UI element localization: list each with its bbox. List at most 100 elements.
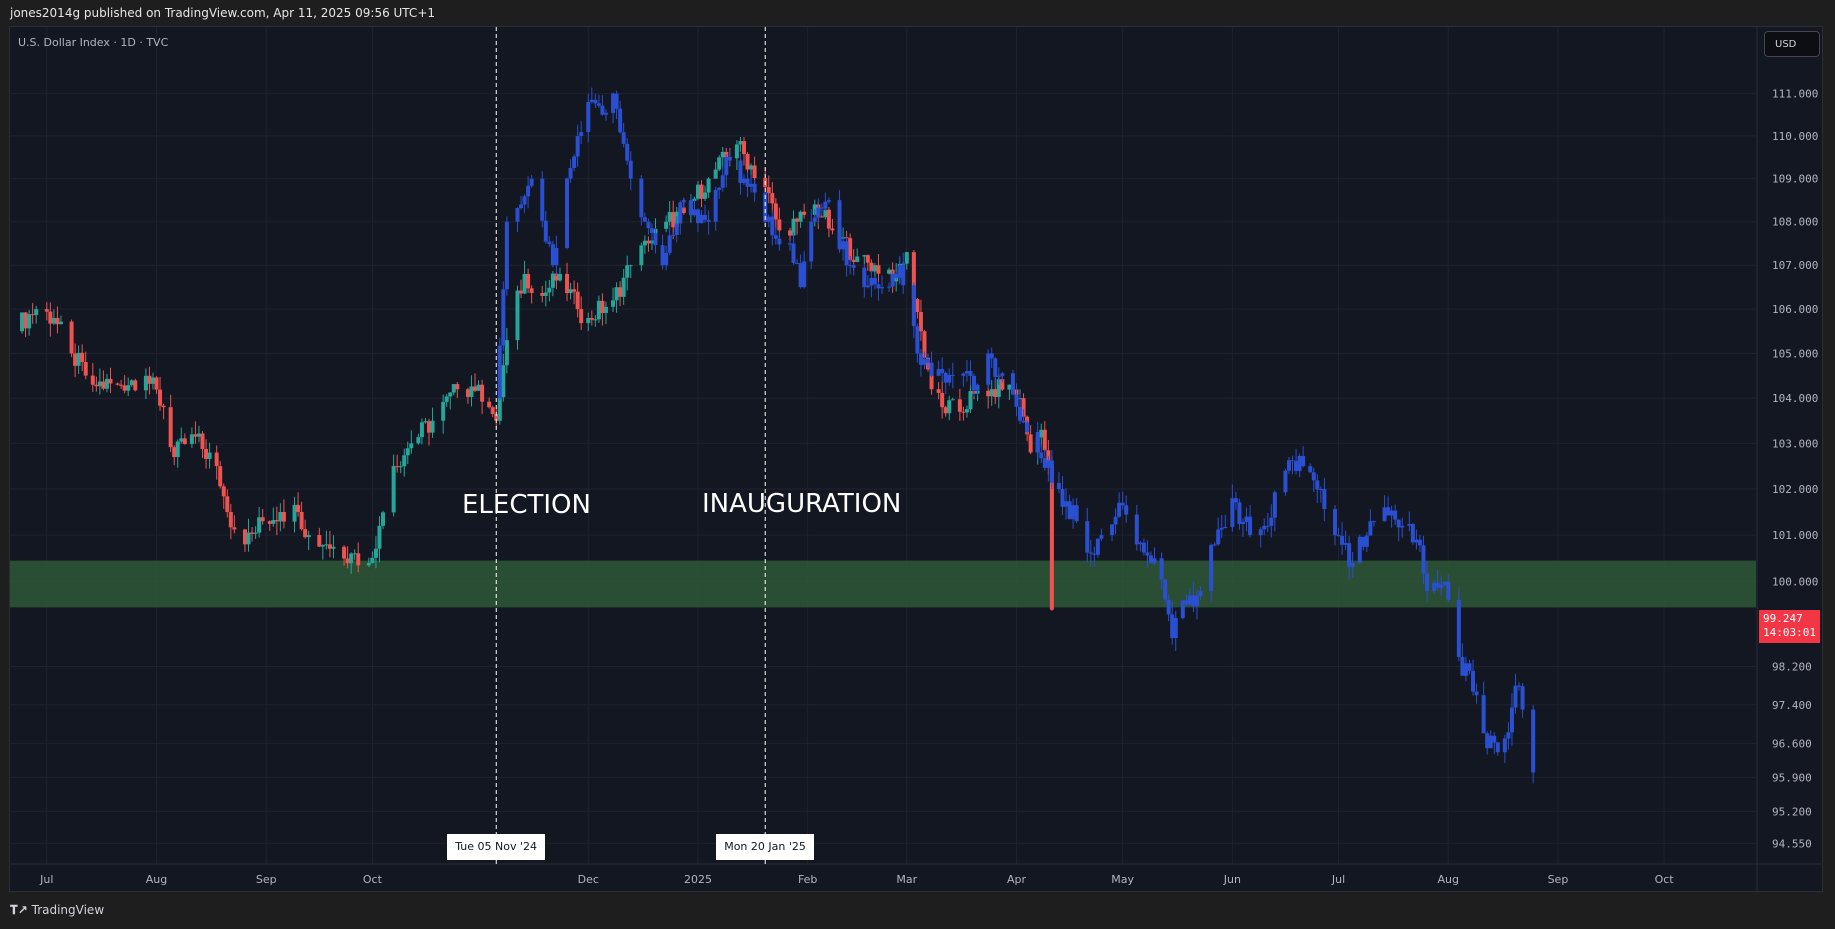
candle-body — [787, 243, 792, 245]
candle-body — [1435, 582, 1440, 588]
candle-body — [1290, 460, 1295, 462]
tradingview-logo-icon: 𝐓↗ — [10, 903, 28, 917]
candle-body — [441, 401, 446, 421]
candle-body — [1039, 452, 1044, 459]
candle-body — [1230, 498, 1235, 527]
candle-body — [296, 504, 301, 512]
candle-body — [1467, 663, 1472, 671]
candle-body — [1371, 521, 1376, 523]
y-tick-label: 97.400 — [1772, 699, 1812, 712]
candle-body — [331, 546, 336, 549]
candle-body — [802, 261, 807, 288]
candle-body — [763, 192, 768, 222]
candle-body — [872, 265, 877, 272]
candle-body — [589, 317, 594, 320]
candle-body — [894, 273, 899, 278]
y-tick-label: 101.000 — [1772, 529, 1818, 542]
candle-body — [1056, 482, 1061, 490]
candle-body — [1237, 502, 1242, 525]
candle-body — [27, 314, 32, 329]
candle-body — [1350, 562, 1355, 567]
candle-body — [73, 353, 78, 366]
candle-body — [115, 383, 120, 385]
candle-body — [83, 362, 88, 376]
candle-body — [826, 200, 831, 202]
candle-body — [1219, 527, 1224, 530]
candle-body — [1283, 470, 1288, 493]
candle-body — [869, 262, 874, 272]
candle-body — [1357, 536, 1362, 563]
candle-body — [876, 265, 881, 274]
candle-body — [1074, 505, 1079, 522]
candle-body — [1481, 695, 1486, 734]
candle-body — [529, 288, 534, 294]
x-tick-label: May — [1111, 873, 1134, 886]
candle-body — [611, 93, 616, 113]
candle-body — [791, 243, 796, 263]
candle-body — [80, 352, 85, 363]
candle-body — [586, 102, 591, 133]
candle-body — [547, 241, 552, 245]
candle-body — [1400, 525, 1405, 528]
symbol-legend[interactable]: U.S. Dollar Index · 1D · TVC — [18, 36, 169, 49]
candle-body — [1262, 525, 1267, 530]
candle-body — [143, 375, 148, 391]
candle-body — [968, 391, 973, 410]
candle-body — [281, 511, 286, 522]
candle-body — [1368, 521, 1373, 536]
candle-body — [20, 312, 25, 332]
candle-body — [851, 265, 856, 268]
currency-button[interactable]: USD — [1764, 31, 1820, 57]
candle-body — [596, 300, 601, 320]
candle-body — [154, 377, 159, 390]
x-tick-label: 2025 — [684, 873, 712, 886]
election-annotation: ELECTION — [462, 490, 591, 520]
publish-info: jones2014g published on TradingView.com,… — [10, 6, 436, 20]
candle-body — [972, 375, 977, 391]
candle-body — [1393, 510, 1398, 520]
candle-body — [695, 209, 700, 224]
candle-body — [618, 108, 623, 133]
candle-body — [989, 389, 994, 397]
candle-body — [688, 200, 693, 216]
candle-body — [299, 511, 304, 530]
candle-body — [349, 553, 354, 564]
candle-body — [699, 214, 704, 224]
candle-body — [611, 300, 616, 307]
candle-body — [568, 289, 573, 294]
candle-body — [996, 375, 1001, 377]
candle-body — [129, 380, 134, 386]
candle-body — [1506, 732, 1511, 739]
y-tick-label: 106.000 — [1772, 303, 1818, 316]
candle-body — [1064, 501, 1069, 507]
candle-body — [427, 421, 432, 433]
candle-body — [257, 517, 262, 533]
candle-body — [504, 340, 509, 366]
candle-body — [1502, 738, 1507, 753]
candle-body — [1301, 455, 1306, 467]
candle-body — [1134, 514, 1139, 545]
candle-body — [628, 265, 633, 267]
candle-body — [320, 545, 325, 547]
candle-body — [504, 221, 509, 290]
candle-body — [76, 352, 81, 366]
footer-brand[interactable]: 𝐓↗ TradingView — [10, 903, 104, 918]
candle-body — [1049, 460, 1054, 483]
candle-body — [1148, 555, 1153, 564]
candle-body — [911, 252, 916, 300]
candle-body — [1531, 709, 1536, 773]
candle-body — [1191, 595, 1196, 607]
candle-body — [1417, 539, 1422, 546]
candle-body — [787, 230, 792, 236]
candle-body — [734, 144, 739, 159]
candle-body — [812, 217, 817, 222]
candle-body — [430, 420, 435, 433]
candle-body — [770, 193, 775, 204]
candle-body — [586, 317, 591, 324]
candle-body — [575, 136, 580, 157]
candle-body — [1180, 600, 1185, 618]
candle-body — [993, 358, 998, 377]
candle-body — [614, 287, 619, 301]
candle-body — [1520, 686, 1525, 710]
